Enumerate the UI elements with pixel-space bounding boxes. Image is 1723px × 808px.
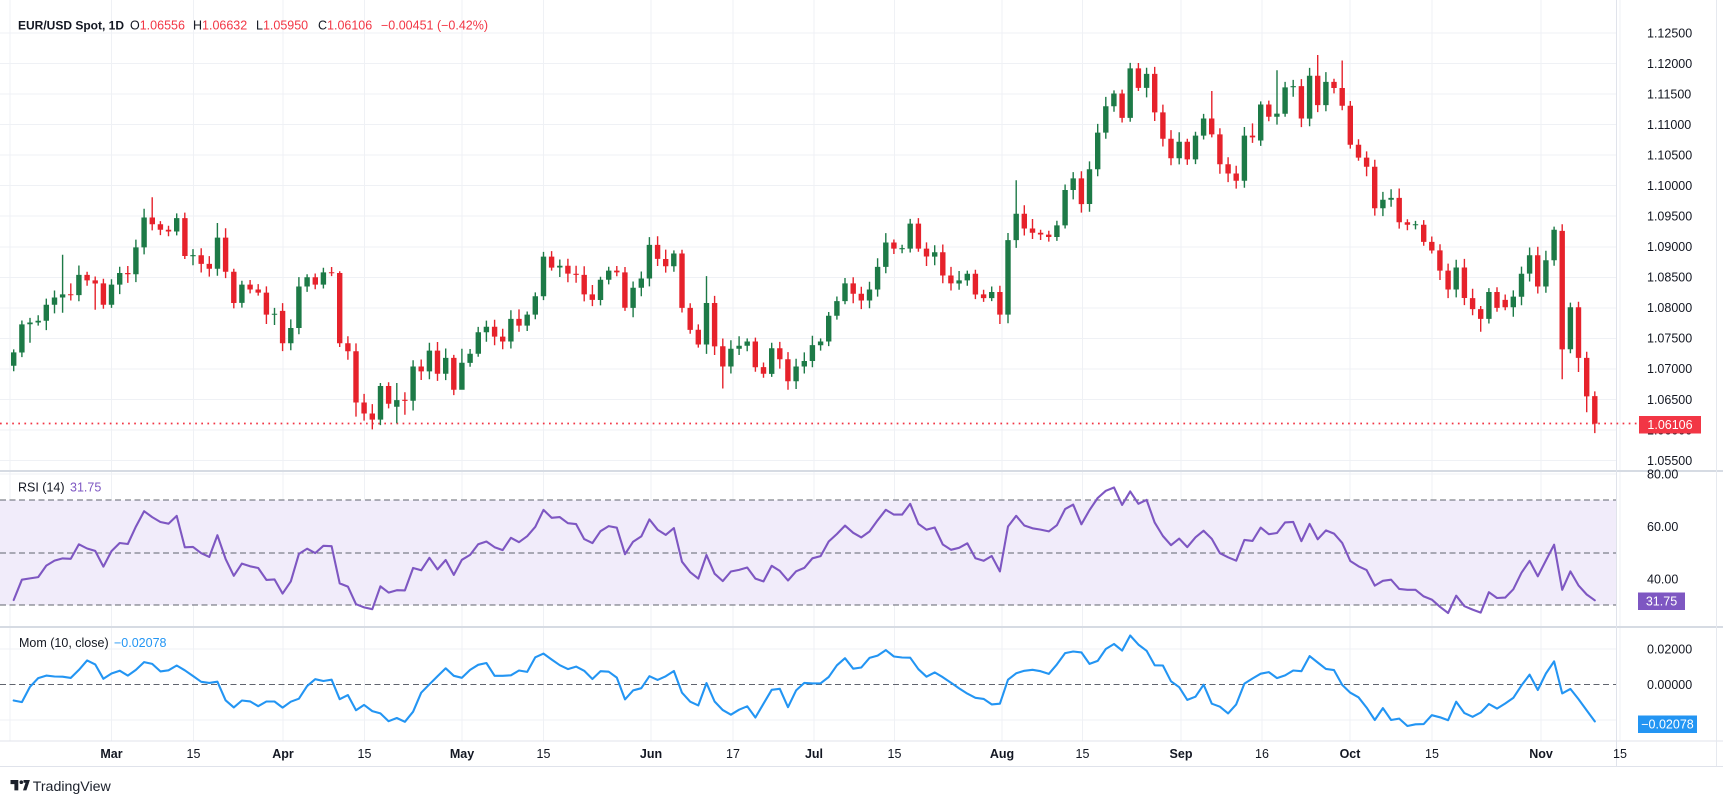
- svg-text:TradingView: TradingView: [33, 779, 112, 795]
- svg-text:C1.06106: C1.06106: [318, 19, 372, 33]
- svg-text:15: 15: [537, 747, 551, 761]
- svg-text:Mar: Mar: [100, 747, 122, 761]
- svg-text:15: 15: [1425, 747, 1439, 761]
- svg-text:EUR/USD Spot, 1D: EUR/USD Spot, 1D: [18, 19, 124, 33]
- svg-text:15: 15: [888, 747, 902, 761]
- svg-text:H1.06632: H1.06632: [193, 19, 247, 33]
- svg-text:17: 17: [726, 747, 740, 761]
- svg-text:1.08000: 1.08000: [1647, 301, 1692, 315]
- svg-text:60.00: 60.00: [1647, 520, 1678, 534]
- svg-text:1.09500: 1.09500: [1647, 210, 1692, 224]
- svg-text:31.75: 31.75: [1646, 595, 1677, 609]
- svg-text:80.00: 80.00: [1647, 467, 1678, 481]
- svg-text:−0.02078: −0.02078: [1641, 718, 1694, 732]
- svg-text:15: 15: [187, 747, 201, 761]
- svg-text:0.00000: 0.00000: [1647, 678, 1692, 692]
- svg-text:−0.00451 (−0.42%): −0.00451 (−0.42%): [381, 19, 488, 33]
- svg-text:RSI (14): RSI (14): [18, 481, 65, 495]
- svg-text:1.05500: 1.05500: [1647, 454, 1692, 468]
- svg-text:1.11000: 1.11000: [1647, 118, 1691, 132]
- svg-text:Sep: Sep: [1170, 747, 1193, 761]
- svg-text:1.07000: 1.07000: [1647, 362, 1692, 376]
- svg-text:1.12000: 1.12000: [1647, 57, 1692, 71]
- svg-text:1.06500: 1.06500: [1647, 393, 1692, 407]
- svg-text:Apr: Apr: [272, 747, 294, 761]
- svg-text:1.08500: 1.08500: [1647, 271, 1692, 285]
- svg-text:Jun: Jun: [640, 747, 662, 761]
- svg-text:1.07500: 1.07500: [1647, 332, 1692, 346]
- svg-text:0.02000: 0.02000: [1647, 642, 1692, 656]
- svg-text:Oct: Oct: [1340, 747, 1362, 761]
- svg-text:May: May: [450, 747, 474, 761]
- svg-text:15: 15: [1076, 747, 1090, 761]
- svg-text:L1.05950: L1.05950: [256, 19, 308, 33]
- svg-text:31.75: 31.75: [70, 481, 101, 495]
- svg-text:1.11500: 1.11500: [1647, 87, 1691, 101]
- svg-text:40.00: 40.00: [1647, 572, 1678, 586]
- svg-text:1.12500: 1.12500: [1647, 26, 1692, 40]
- svg-text:Nov: Nov: [1529, 747, 1553, 761]
- svg-text:1.06106: 1.06106: [1647, 418, 1692, 432]
- svg-text:15: 15: [1613, 747, 1627, 761]
- svg-text:Aug: Aug: [990, 747, 1014, 761]
- svg-text:1.10500: 1.10500: [1647, 149, 1692, 163]
- svg-text:15: 15: [358, 747, 372, 761]
- svg-text:1.09000: 1.09000: [1647, 240, 1692, 254]
- svg-text:1.10000: 1.10000: [1647, 179, 1692, 193]
- svg-text:Jul: Jul: [805, 747, 823, 761]
- svg-text:−0.02078: −0.02078: [114, 636, 167, 650]
- svg-text:16: 16: [1255, 747, 1269, 761]
- svg-text:O1.06556: O1.06556: [130, 19, 185, 33]
- svg-text:Mom (10, close): Mom (10, close): [19, 636, 109, 650]
